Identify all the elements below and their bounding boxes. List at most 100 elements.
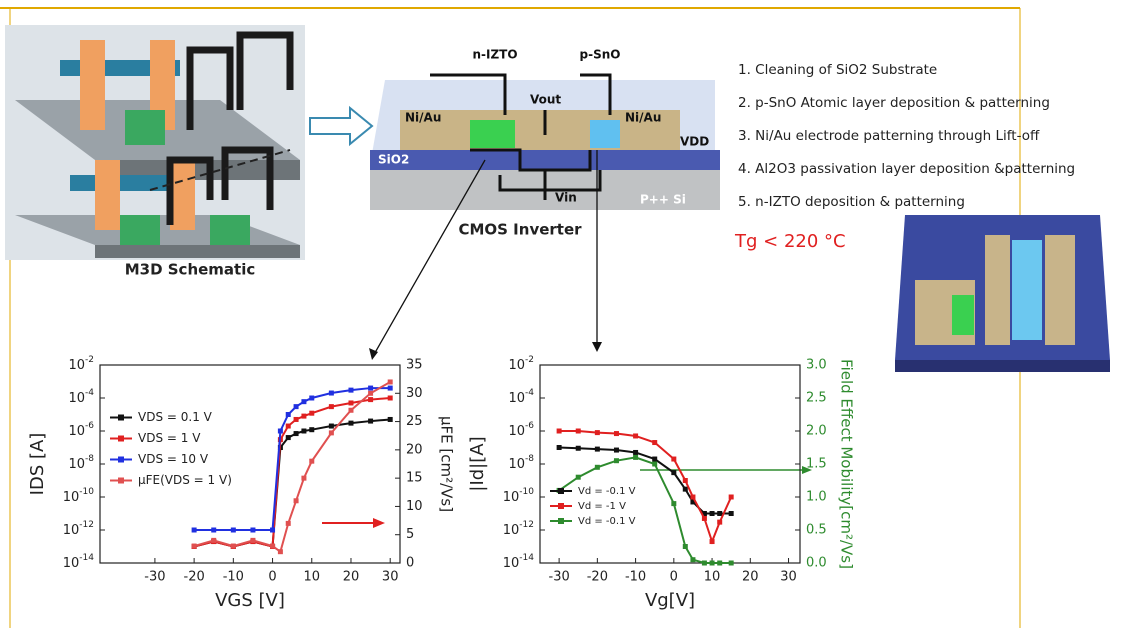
data-point xyxy=(710,539,715,544)
y-tick-label: 10-6 xyxy=(508,421,534,439)
data-point xyxy=(301,476,306,481)
data-point xyxy=(348,400,353,405)
data-point xyxy=(671,470,676,475)
data-point xyxy=(683,478,688,483)
x-tick-label: 30 xyxy=(780,570,797,585)
vdd-label: VDD xyxy=(680,135,709,149)
x-axis-label: Vg[V] xyxy=(645,590,695,611)
data-point xyxy=(286,412,291,417)
y-tick-label: 10-12 xyxy=(503,520,534,538)
x-tick-label: -30 xyxy=(144,570,165,585)
legend-marker xyxy=(118,415,124,421)
data-point xyxy=(614,458,619,463)
data-point xyxy=(286,424,291,429)
legend-marker xyxy=(558,488,564,494)
y2-axis-label: μFE [cm²/Vs] xyxy=(438,416,456,512)
legend-marker xyxy=(118,457,124,463)
x-tick-label: 30 xyxy=(382,570,399,585)
series-line xyxy=(194,382,390,552)
y2-tick-label: 2.0 xyxy=(806,424,827,439)
y2-tick-label: 35 xyxy=(406,358,423,373)
y-tick-label: 10-4 xyxy=(68,388,94,406)
data-point xyxy=(348,388,353,393)
y2-tick-label: 25 xyxy=(406,414,423,429)
legend-label: VDS = 0.1 V xyxy=(138,410,213,424)
data-point xyxy=(717,511,722,516)
legend-label: Vd = -1 V xyxy=(578,501,626,512)
legend-label: Vd = -0.1 V xyxy=(578,486,636,497)
data-point xyxy=(329,404,334,409)
vout-label: Vout xyxy=(530,93,561,107)
data-point xyxy=(595,465,600,470)
data-point xyxy=(633,433,638,438)
data-point xyxy=(388,386,393,391)
data-point xyxy=(576,475,581,480)
data-point xyxy=(717,561,722,566)
data-point xyxy=(614,431,619,436)
y2-tick-label: 5 xyxy=(406,527,414,542)
data-point xyxy=(717,520,722,525)
y2-tick-label: 20 xyxy=(406,442,423,457)
data-point xyxy=(301,429,306,434)
data-point xyxy=(557,445,562,450)
data-point xyxy=(301,399,306,404)
data-point xyxy=(192,544,197,549)
series-line xyxy=(194,388,390,530)
step: 4. Al2O3 passivation layer deposition &p… xyxy=(738,161,1075,177)
data-point xyxy=(633,455,638,460)
data-point xyxy=(683,544,688,549)
legend-marker xyxy=(118,436,124,442)
data-point xyxy=(388,379,393,384)
x-tick-label: -20 xyxy=(587,570,608,585)
data-point xyxy=(309,411,314,416)
data-point xyxy=(329,430,334,435)
data-point xyxy=(250,528,255,533)
contact-label: Ni/Au xyxy=(405,111,441,125)
data-point xyxy=(710,511,715,516)
y2-tick-label: 0.5 xyxy=(806,523,827,538)
data-point xyxy=(595,430,600,435)
data-point xyxy=(729,511,734,516)
p-layer-label: p-SnO xyxy=(580,48,621,62)
legend-marker xyxy=(558,518,564,524)
data-point xyxy=(671,501,676,506)
x-tick-label: -10 xyxy=(223,570,244,585)
data-point xyxy=(309,396,314,401)
y2-tick-label: 1.5 xyxy=(806,457,827,472)
cmos-label: CMOS Inverter xyxy=(458,221,582,239)
n-layer-label: n-IZTO xyxy=(472,48,517,62)
data-point xyxy=(309,427,314,432)
legend-label: VDS = 10 V xyxy=(138,452,209,466)
y2-tick-label: 3.0 xyxy=(806,358,827,373)
data-point xyxy=(270,544,275,549)
legend-marker xyxy=(118,478,124,484)
y-axis-label: |Id|[A] xyxy=(467,436,488,491)
y-tick-label: 10-14 xyxy=(503,553,535,571)
data-point xyxy=(348,408,353,413)
data-point xyxy=(270,528,275,533)
step: 3. Ni/Au electrode patterning through Li… xyxy=(738,128,1040,144)
data-point xyxy=(231,528,236,533)
data-point xyxy=(368,419,373,424)
slide: M3D Schematic n-IZTO p-SnO Vout Ni/Au Ni… xyxy=(0,0,1129,628)
data-point xyxy=(595,447,600,452)
data-point xyxy=(633,450,638,455)
data-point xyxy=(301,414,306,419)
plot-frame xyxy=(540,365,800,563)
data-point xyxy=(388,417,393,422)
y-tick-label: 10-10 xyxy=(63,487,95,505)
data-point xyxy=(652,462,657,467)
x-tick-label: 0 xyxy=(268,570,276,585)
pointer-head xyxy=(592,342,602,352)
data-point xyxy=(309,459,314,464)
data-point xyxy=(294,417,299,422)
m3d-schematic xyxy=(5,25,305,260)
data-point xyxy=(683,487,688,492)
x-tick-label: -30 xyxy=(549,570,570,585)
data-point xyxy=(702,516,707,521)
data-point xyxy=(702,561,707,566)
y-tick-label: 10-2 xyxy=(508,355,534,373)
y-tick-label: 10-8 xyxy=(508,454,534,472)
data-point xyxy=(652,457,657,462)
data-point xyxy=(710,561,715,566)
